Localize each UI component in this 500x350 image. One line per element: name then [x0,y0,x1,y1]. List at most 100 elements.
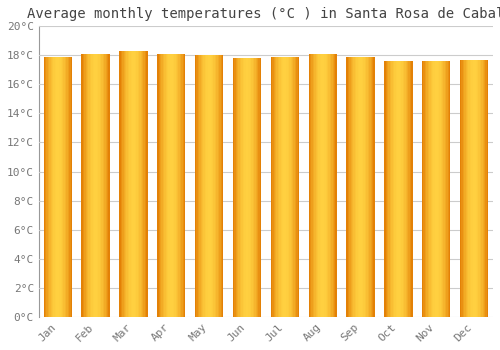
Bar [390,61,392,317]
Bar [106,54,107,317]
Bar [124,51,125,317]
Bar [234,58,235,317]
Bar [444,61,445,317]
Bar [445,61,446,317]
Bar [59,57,60,317]
Bar [474,60,476,317]
Bar [326,54,327,317]
Bar [359,57,360,317]
Bar [163,54,164,317]
Bar [350,57,352,317]
Bar [88,54,90,317]
Bar [470,60,472,317]
Bar [166,54,167,317]
Bar [284,57,285,317]
Bar [400,61,402,317]
Bar [279,57,280,317]
Bar [429,61,430,317]
Bar [368,57,369,317]
Bar [290,57,292,317]
Bar [480,60,481,317]
Bar [252,58,254,317]
Bar [295,57,296,317]
Bar [218,55,219,317]
Bar [310,54,312,317]
Bar [120,51,122,317]
Bar [68,57,69,317]
Bar [440,61,442,317]
Bar [372,57,374,317]
Bar [240,58,242,317]
Bar [296,57,298,317]
Bar [220,55,222,317]
Bar [487,60,488,317]
Bar [257,58,258,317]
Bar [354,57,355,317]
Bar [177,54,178,317]
Bar [436,61,438,317]
Bar [54,57,55,317]
Bar [463,60,464,317]
Bar [104,54,106,317]
Bar [247,58,248,317]
Bar [278,57,279,317]
Bar [318,54,320,317]
Bar [90,54,92,317]
Bar [314,54,316,317]
Bar [62,57,64,317]
Bar [237,58,238,317]
Bar [170,54,172,317]
Bar [182,54,184,317]
Bar [384,61,412,317]
Bar [330,54,331,317]
Bar [348,57,349,317]
Bar [352,57,354,317]
Bar [406,61,407,317]
Bar [280,57,282,317]
Bar [66,57,68,317]
Bar [481,60,482,317]
Bar [346,57,375,317]
Bar [222,55,224,317]
Bar [260,58,261,317]
Bar [388,61,390,317]
Bar [108,54,110,317]
Bar [365,57,366,317]
Bar [242,58,244,317]
Bar [298,57,299,317]
Bar [336,54,337,317]
Bar [285,57,286,317]
Bar [356,57,358,317]
Bar [256,58,257,317]
Bar [205,55,206,317]
Bar [408,61,410,317]
Bar [139,51,140,317]
Bar [275,57,276,317]
Bar [142,51,144,317]
Bar [69,57,70,317]
Bar [219,55,220,317]
Bar [312,54,313,317]
Bar [410,61,411,317]
Bar [196,55,198,317]
Bar [370,57,372,317]
Bar [206,55,208,317]
Bar [407,61,408,317]
Bar [460,60,488,317]
Bar [167,54,168,317]
Bar [317,54,318,317]
Bar [282,57,284,317]
Bar [83,54,84,317]
Bar [98,54,100,317]
Bar [411,61,412,317]
Bar [119,51,148,317]
Bar [392,61,394,317]
Bar [332,54,334,317]
Bar [52,57,54,317]
Bar [181,54,182,317]
Bar [438,61,439,317]
Bar [360,57,362,317]
Bar [288,57,289,317]
Bar [349,57,350,317]
Bar [439,61,440,317]
